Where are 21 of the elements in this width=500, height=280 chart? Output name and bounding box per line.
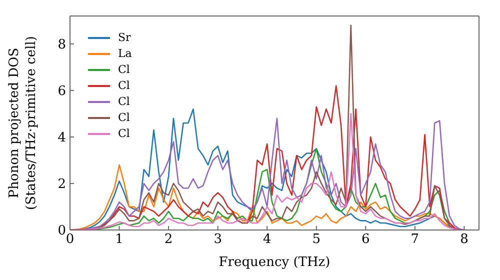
y-tick-label: 6 bbox=[58, 84, 66, 100]
x-tick-label: 4 bbox=[262, 232, 272, 248]
legend-label: Cl bbox=[118, 78, 130, 94]
y-tick-label: 4 bbox=[58, 130, 66, 146]
legend-label: Cl bbox=[118, 62, 130, 78]
legend-label: La bbox=[118, 46, 132, 62]
legend-label: Cl bbox=[118, 110, 130, 126]
x-tick-label: 2 bbox=[164, 232, 173, 248]
legend-label: Cl bbox=[118, 94, 130, 110]
x-axis-title: Frequency (THz) bbox=[218, 255, 330, 270]
x-tick-label: 7 bbox=[410, 232, 420, 248]
y-tick-label: 2 bbox=[58, 177, 66, 192]
x-tick-label: 8 bbox=[460, 232, 468, 248]
legend-label: Cl bbox=[118, 126, 130, 142]
legend-label: Sr bbox=[118, 30, 131, 46]
y-tick-label: 8 bbox=[58, 38, 66, 53]
x-tick-label: 5 bbox=[312, 232, 321, 248]
x-tick-label: 1 bbox=[115, 232, 124, 248]
x-tick-label: 6 bbox=[362, 232, 370, 248]
y-axis-title: Phonon projected DOS (States/THz·primitive cell) bbox=[7, 36, 39, 210]
x-tick-label: 3 bbox=[214, 232, 222, 248]
